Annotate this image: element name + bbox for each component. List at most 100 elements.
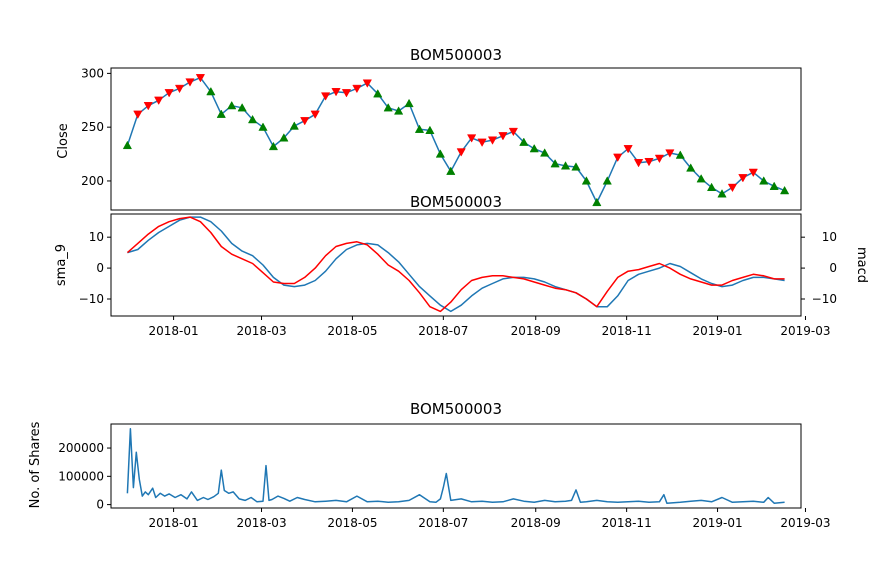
buy-signal-marker [571, 162, 581, 171]
buy-signal-marker [519, 137, 529, 146]
volume-axes-frame [110, 423, 802, 509]
buy-signal-marker [540, 148, 550, 157]
buy-signal-marker [602, 176, 612, 185]
indicator-x-tick-label: 2018-03 [236, 324, 286, 338]
sell-signal-marker [498, 132, 508, 141]
indicator-y-tick-label: 10 [89, 230, 104, 244]
buy-signal-marker [414, 124, 425, 133]
sell-signal-marker [331, 88, 341, 97]
sell-signal-marker [477, 138, 487, 147]
buy-signal-marker [216, 109, 226, 118]
indicator-axes-frame [110, 213, 802, 317]
buy-signal-marker [373, 89, 383, 98]
buy-signal-marker [759, 176, 769, 185]
indicator-panel: BOM500003 sma_9 macd −10 −10 0 0 10 10 2018-01… [54, 193, 869, 338]
sell-signal-marker [185, 78, 195, 87]
sell-signal-marker [644, 157, 654, 167]
close-y-tick-label: 300 [81, 66, 104, 80]
sell-signal-marker [195, 74, 206, 83]
sell-signal-marker [748, 168, 758, 178]
indicator-x-tick-label: 2019-03 [780, 324, 830, 338]
buy-signal-marker [227, 100, 237, 110]
sell-signal-marker [487, 136, 498, 145]
sell-signal-marker [164, 89, 174, 98]
buy-signal-marker [675, 150, 685, 159]
buy-signal-marker [592, 197, 602, 207]
buy-signal-marker [560, 161, 571, 170]
indicator-y-tick-label: 0 [96, 261, 104, 275]
buy-signal-marker [268, 141, 279, 151]
volume-x-tick-label: 2019-03 [780, 516, 830, 530]
close-series-line-0 [126, 76, 785, 204]
buy-signal-marker [425, 125, 435, 135]
buy-signal-marker [122, 140, 133, 150]
volume-series-line-0 [126, 428, 785, 504]
indicator-y-tick-label: −10 [79, 292, 104, 306]
sell-signal-marker [310, 110, 320, 119]
close-y-axis-label: Close [56, 123, 71, 158]
sell-signal-marker [320, 92, 331, 101]
buy-signal-marker [769, 181, 779, 190]
indicator-right-y-tick-label: 10 [822, 230, 837, 244]
buy-signal-marker [686, 163, 696, 172]
sell-signal-marker [508, 127, 519, 137]
buy-signal-marker [247, 114, 258, 124]
sell-signal-marker [133, 110, 143, 119]
volume-x-tick-label: 2018-11 [602, 516, 652, 530]
indicator-x-tick-label: 2019-01 [692, 324, 742, 338]
buy-signal-marker [237, 103, 247, 112]
indicator-right-y-tick-label: 0 [829, 261, 837, 275]
sell-signal-marker [665, 149, 675, 158]
indicator-x-tick-label: 2018-09 [511, 324, 561, 338]
sell-signal-marker [174, 84, 185, 94]
close-y-tick-label: 200 [81, 174, 104, 188]
indicator-x-tick-label: 2018-11 [602, 324, 652, 338]
buy-signal-marker [435, 149, 445, 158]
volume-chart-title: BOM500003 [410, 400, 502, 418]
sell-signal-marker [633, 159, 644, 168]
volume-x-tick-label: 2018-01 [149, 516, 199, 530]
volume-y-tick-label: 0 [96, 498, 104, 512]
indicator-right-y-tick-label: −10 [812, 292, 837, 306]
indicator-series-line-0 [127, 216, 785, 313]
sell-signal-marker [623, 145, 633, 154]
buy-signal-marker [279, 133, 289, 142]
volume-x-tick-label: 2018-05 [327, 516, 377, 530]
volume-panel: BOM500003 No. of Shares 0 100000 200000 201… [28, 400, 831, 530]
volume-y-tick-label: 100000 [58, 469, 104, 483]
buy-signal-marker [581, 176, 592, 185]
buy-signal-marker [706, 182, 717, 192]
sell-signal-marker [154, 96, 164, 105]
close-price-panel: BOM500003 Close 200 250 300 [56, 46, 802, 211]
buy-signal-marker [206, 86, 216, 96]
close-axes-frame [110, 67, 802, 211]
sell-signal-marker [341, 89, 352, 98]
buy-signal-marker [696, 174, 706, 183]
buy-signal-marker [404, 98, 414, 108]
sell-signal-marker [456, 148, 466, 157]
sell-signal-marker [613, 153, 623, 163]
sell-signal-marker [143, 102, 153, 111]
volume-y-axis-label: No. of Shares [28, 421, 43, 508]
buy-signal-marker [393, 106, 404, 115]
buy-signal-marker [446, 166, 456, 175]
indicator-chart-title: BOM500003 [410, 193, 502, 211]
sell-signal-marker [362, 79, 372, 88]
buy-signal-marker [529, 143, 539, 153]
volume-y-tick-label: 200000 [58, 441, 104, 455]
volume-x-tick-label: 2018-03 [236, 516, 286, 530]
sell-signal-marker [467, 134, 477, 143]
sell-signal-marker [352, 84, 362, 94]
volume-x-tick-label: 2018-09 [511, 516, 561, 530]
buy-signal-marker [779, 185, 790, 195]
close-chart-title: BOM500003 [410, 46, 502, 64]
volume-x-tick-label: 2019-01 [692, 516, 742, 530]
buy-signal-marker [258, 122, 268, 131]
indicator-x-tick-label: 2018-07 [418, 324, 468, 338]
volume-x-tick-label: 2018-07 [418, 516, 468, 530]
sell-signal-marker [654, 154, 665, 164]
close-y-tick-label: 250 [81, 120, 104, 134]
sell-signal-marker [300, 117, 310, 126]
sell-signal-marker [738, 174, 748, 183]
